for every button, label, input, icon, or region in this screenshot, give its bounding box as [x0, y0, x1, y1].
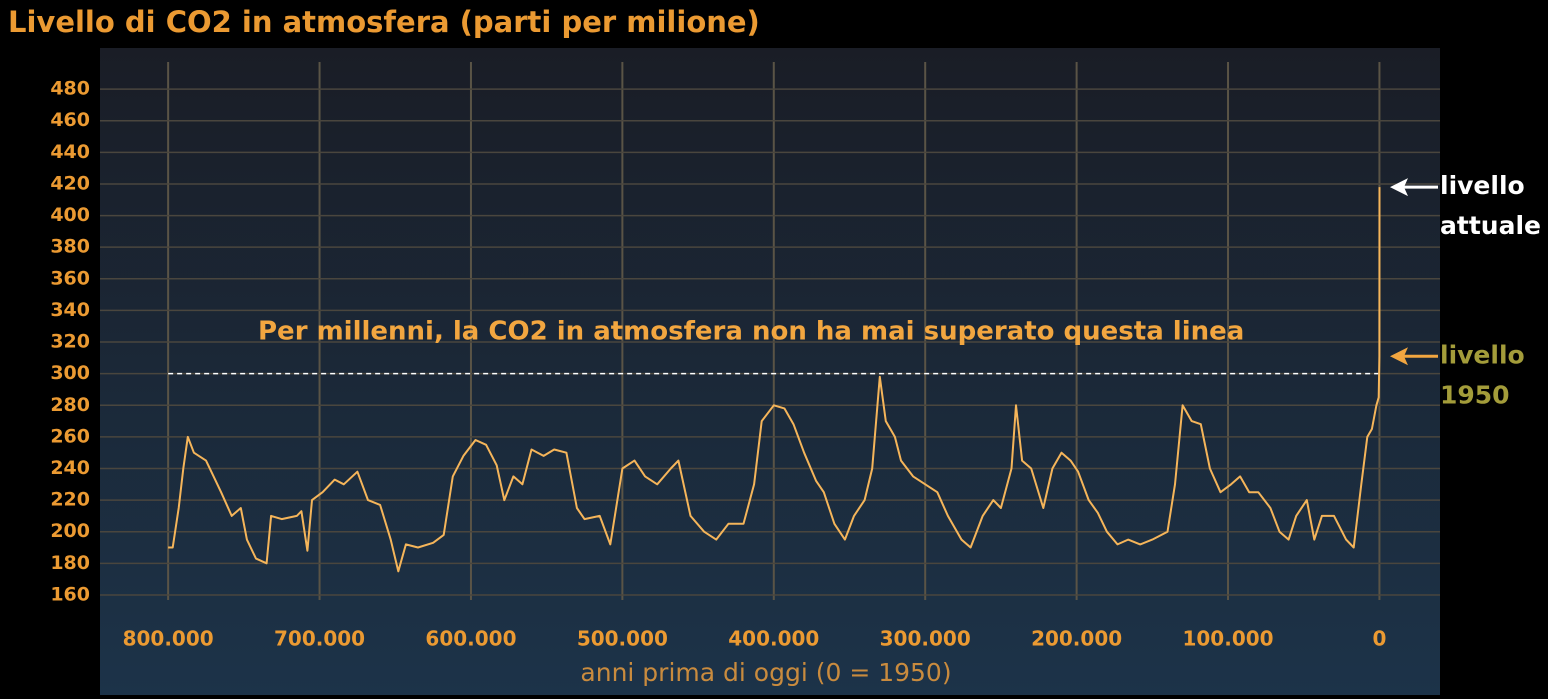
chart-title: Livello di CO2 in atmosfera (parti per m…: [8, 5, 760, 39]
x-tick-label: 200.000: [1031, 627, 1122, 651]
x-tick-label: 100.000: [1182, 627, 1273, 651]
y-tick-label: 440: [50, 141, 90, 163]
marker-label: livello: [1440, 340, 1525, 369]
x-tick-label: 300.000: [880, 627, 971, 651]
marker-arrowhead: [1390, 178, 1408, 197]
x-tick-label: 0: [1372, 627, 1386, 651]
y-tick-label: 460: [50, 109, 90, 131]
y-tick-label: 360: [50, 267, 90, 289]
marker-arrowhead: [1390, 347, 1408, 366]
y-tick-label: 240: [50, 457, 90, 479]
y-tick-label: 420: [50, 172, 90, 194]
y-tick-label: 280: [50, 394, 90, 416]
y-tick-label: 300: [50, 362, 90, 384]
data-line: [168, 187, 1381, 573]
y-tick-label: 260: [50, 425, 90, 447]
y-tick-label: 400: [50, 204, 90, 226]
marker-label: livello: [1440, 171, 1525, 200]
y-tick-label: 480: [50, 78, 90, 100]
x-tick-label: 400.000: [728, 627, 819, 651]
marker-label: attuale: [1440, 211, 1541, 240]
y-tick-label: 200: [50, 520, 90, 542]
annotation: Per millenni, la CO2 in atmosfera non ha…: [258, 317, 1244, 347]
x-tick-label: 500.000: [577, 627, 668, 651]
y-tick-label: 160: [50, 583, 90, 605]
x-tick-label: 800.000: [123, 627, 214, 651]
x-axis-label: anni prima di oggi (0 = 1950): [580, 658, 951, 687]
y-tick-label: 320: [50, 331, 90, 353]
marker-label: 1950: [1440, 380, 1510, 409]
x-tick-label: 600.000: [425, 627, 516, 651]
y-tick-label: 380: [50, 236, 90, 258]
y-tick-label: 220: [50, 489, 90, 511]
x-tick-label: 700.000: [274, 627, 365, 651]
plot-background: [100, 48, 1440, 695]
y-tick-label: 340: [50, 299, 90, 321]
y-tick-label: 180: [50, 552, 90, 574]
